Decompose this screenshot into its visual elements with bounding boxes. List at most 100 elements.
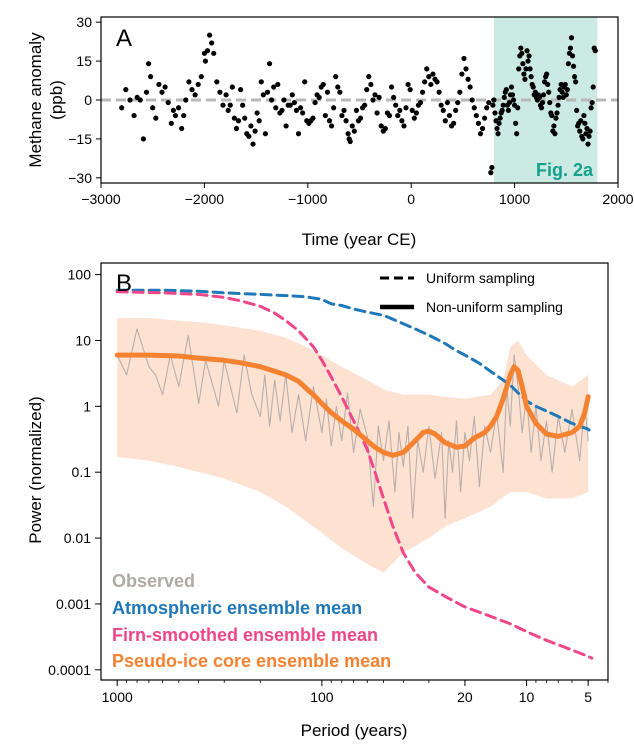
panel-a-data-point	[551, 123, 557, 129]
panel-a-data-point	[368, 81, 374, 88]
panel-a-data-point	[388, 84, 395, 90]
panel-a-data-point	[324, 89, 331, 95]
panel-a-data-point	[333, 74, 339, 80]
panel-a-data-point	[328, 123, 335, 129]
panel-a-y-label-line2: (ppb)	[47, 80, 66, 120]
panel-a-data-point	[271, 84, 277, 90]
series-line-pseudo-ice-core-ensemble-mean	[114, 352, 591, 458]
panel-a-data-point	[366, 74, 372, 80]
panel-a-data-point	[417, 99, 424, 106]
panel-a-data-point	[189, 87, 195, 93]
panel-a-data-point	[556, 94, 562, 101]
panel-a-data-point	[195, 81, 201, 88]
panel-a-data-point	[440, 107, 446, 113]
panel-a-data-point	[587, 128, 593, 134]
panel-a-data-point	[326, 118, 333, 124]
panel-a-data-point	[450, 120, 457, 126]
panel-a-data-point	[312, 99, 318, 106]
panel-a-y-label-line1: Methane anomaly	[26, 32, 45, 168]
panel-a-data-point	[254, 110, 260, 116]
panel-a-data-point	[297, 105, 304, 111]
panel-b-x-tick-label: 5	[584, 689, 592, 705]
panel-a-data-point	[519, 50, 525, 56]
panel-a-y-tick-label: −15	[68, 131, 92, 147]
panel-a-data-point	[501, 94, 507, 101]
panel-a-data-point	[546, 89, 552, 95]
panel-a-data-point	[364, 87, 370, 93]
panel-a-data-point	[549, 112, 555, 119]
panel-a-data-point	[248, 123, 254, 129]
panel-a-data-point	[331, 105, 337, 111]
panel-a-data-point	[148, 74, 154, 80]
panel-a-data-point	[370, 97, 376, 103]
panel-b-y-tick-label: 0.01	[64, 530, 91, 546]
panel-a-data-point	[337, 89, 343, 95]
panel-a-data-point	[186, 79, 192, 85]
panel-a-data-point	[422, 79, 428, 85]
panel-a-data-point	[279, 107, 285, 113]
panel-a-data-point	[250, 141, 256, 147]
panel-a-data-point	[131, 112, 137, 119]
panel-a-data-point	[202, 58, 209, 64]
panel-a-data-point	[339, 112, 345, 119]
panel-a-data-point	[395, 112, 401, 119]
panel-a-data-point	[310, 115, 316, 121]
legend-firn: Firn-smoothed ensemble mean	[112, 625, 378, 645]
panel-a-data-point	[500, 102, 506, 108]
panel-a-data-point	[521, 71, 527, 77]
panel-a-data-point	[302, 79, 308, 85]
panel-a-points	[119, 32, 598, 176]
panel-a-data-point	[217, 89, 223, 95]
panel-a-data-point	[540, 92, 547, 98]
panel-a-data-point	[484, 105, 490, 111]
panel-a-data-point	[516, 66, 522, 72]
panel-a-data-point	[479, 125, 486, 132]
panel-a-data-point	[473, 112, 479, 119]
panel-a-data-point	[465, 76, 471, 82]
panel-a-data-point	[570, 63, 577, 69]
panel-a-x-label: Time (year CE)	[302, 230, 417, 249]
panel-a-data-point	[170, 107, 176, 113]
panel-a-data-point	[490, 102, 496, 108]
panel-a-data-point	[409, 107, 415, 113]
panel-a-y-ticks: 30 15 0 −15 −30	[68, 14, 101, 186]
panel-a-data-point	[413, 110, 419, 116]
panel-a-data-point	[586, 133, 592, 139]
panel-a-data-point	[237, 87, 244, 93]
panel-a-data-point	[582, 120, 588, 126]
panel-a-data-point	[137, 97, 143, 103]
panel-b-y-ticks: 100 10 1 0.1 0.01 0.001 0.0001	[48, 267, 101, 678]
panel-a-data-point	[567, 45, 574, 51]
panel-a-data-point	[347, 138, 353, 145]
panel-a-data-point	[508, 84, 515, 90]
panel-a-data-point	[581, 112, 587, 119]
panel-a-data-point	[555, 102, 561, 108]
panel-a-data-point	[223, 92, 229, 98]
panel-a-data-point	[229, 84, 235, 90]
panel-a-x-tick-label: −2000	[185, 191, 225, 207]
panel-a-data-point	[589, 99, 595, 106]
panel-a-data-point	[295, 131, 302, 137]
panel-a-data-point	[592, 48, 598, 54]
panel-a-data-point	[393, 102, 399, 108]
panel-a-data-point	[552, 131, 558, 137]
panel-a-data-point	[316, 94, 322, 101]
panel-a-data-point	[235, 118, 242, 124]
panel-a-data-point	[391, 94, 397, 101]
panel-a-data-point	[401, 123, 407, 129]
panel-a-data-point	[374, 110, 380, 116]
panel-a-y-tick-label: 30	[76, 14, 92, 30]
panel-a-data-point	[559, 89, 565, 95]
panel-a-data-point	[211, 50, 217, 56]
panel-a-data-point	[266, 61, 273, 67]
panel-a-data-point	[231, 115, 237, 121]
panel-a-data-point	[372, 92, 378, 98]
panel-b-y-tick-label: 0.0001	[48, 662, 91, 678]
panel-a-data-point	[192, 92, 198, 98]
panel-b-y-tick-label: 100	[68, 267, 92, 283]
panel-a-data-point	[471, 105, 477, 111]
panel-a-data-point	[489, 164, 495, 171]
panel-a-data-point	[281, 97, 287, 103]
panel-a-data-point	[461, 55, 467, 62]
panel-a-data-point	[544, 71, 550, 77]
